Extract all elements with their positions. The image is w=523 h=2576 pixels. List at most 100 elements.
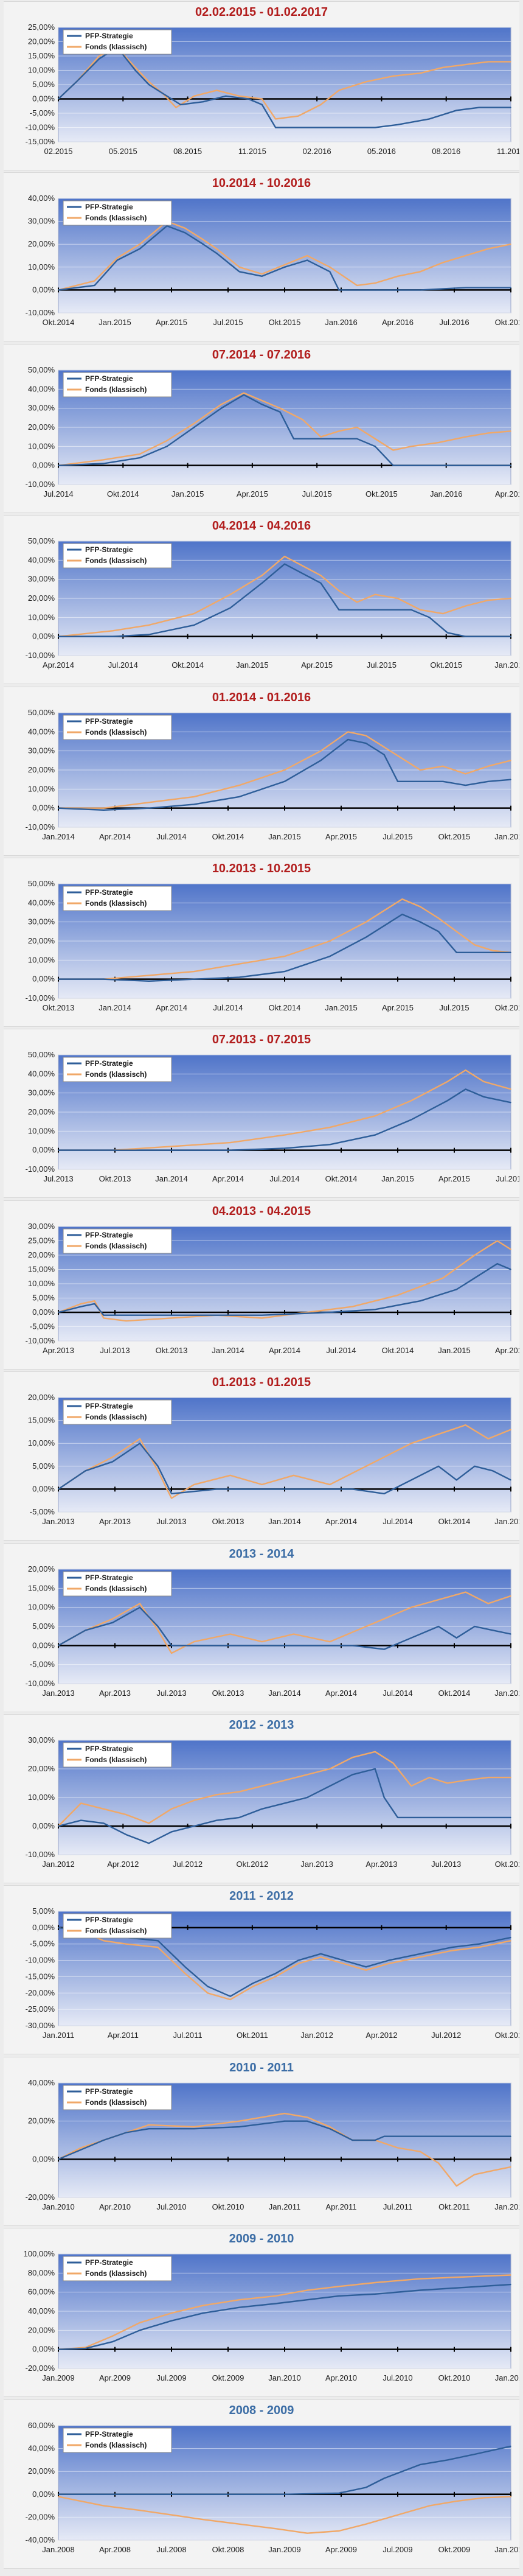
data-point-fonds [139, 1438, 140, 1440]
x-tick-label: Okt.2010 [212, 2202, 244, 2211]
data-point-pfp [284, 563, 285, 565]
x-tick-label: 02.2015 [44, 147, 73, 156]
data-point-pfp [496, 1263, 498, 1264]
x-tick-label: Apr.2010 [99, 2202, 131, 2211]
data-point-fonds [284, 769, 285, 771]
data-point-pfp [58, 1312, 59, 1313]
x-tick-label: Apr.2015 [156, 318, 187, 327]
data-point-pfp [193, 1825, 195, 1827]
data-point-pfp [58, 1488, 59, 1490]
data-point-pfp [352, 1645, 353, 1647]
chart-title: 2011 - 2012 [229, 1889, 294, 1903]
data-point-fonds [329, 1127, 331, 1128]
series-line-pfp [58, 913, 511, 982]
data-point-pfp [58, 1927, 59, 1928]
chart-svg: 50,00% 40,00% 30,00% 20,00% 10,00% 0,00% -10,0… [26, 709, 519, 841]
data-point-fonds [148, 81, 150, 83]
legend-label-fonds: Fonds (klassisch) [85, 2269, 147, 2278]
data-point-fonds [438, 2162, 439, 2164]
x-tick-label: Jan.2015 [268, 832, 301, 841]
data-point-fonds [203, 239, 204, 240]
data-point-fonds [262, 1785, 263, 1787]
y-tick-label: 10,00% [28, 1603, 55, 1612]
data-point-pfp [58, 1645, 59, 1647]
data-point-fonds [392, 449, 394, 451]
y-tick-label: -15,00% [26, 1972, 55, 1981]
chart-panel: 10.2013 - 10.2015 50,00% 40,00% 30,00% 20,00… [4, 858, 519, 1027]
data-point-fonds [465, 64, 466, 65]
data-point-fonds [262, 400, 263, 401]
data-point-pfp [455, 1289, 457, 1290]
y-tick-label: -10,00% [26, 1164, 55, 1174]
data-point-pfp [125, 1314, 127, 1316]
series-line-fonds [58, 555, 511, 637]
data-point-pfp [352, 2140, 353, 2141]
data-point-fonds [262, 98, 263, 100]
data-point-pfp [438, 931, 439, 933]
y-tick-label: -10,00% [26, 1336, 55, 1345]
x-tick-label: Jul.2011 [173, 2031, 202, 2040]
data-point-fonds [397, 2514, 398, 2516]
x-tick-label: Jul.2013 [156, 1689, 186, 1698]
data-point-pfp [455, 1479, 457, 1481]
data-point-fonds [410, 1785, 412, 1787]
data-point-pfp [112, 1149, 114, 1151]
legend-label-fonds: Fonds (klassisch) [85, 556, 147, 565]
data-point-fonds [275, 2528, 276, 2529]
data-point-pfp [329, 1144, 331, 1146]
data-point-fonds [238, 2120, 240, 2122]
data-point-pfp [216, 1488, 218, 1490]
data-point-pfp [148, 981, 150, 982]
data-point-fonds [238, 267, 240, 268]
x-tick-label: Apr.2013 [43, 1346, 74, 1355]
x-tick-label: Apr.2011 [325, 2202, 356, 2211]
data-point-fonds [307, 2532, 308, 2534]
data-point-pfp [329, 1785, 331, 1787]
data-point-pfp [238, 2126, 240, 2127]
data-point-pfp [284, 781, 285, 782]
x-tick-label: Jul.2015 [302, 489, 332, 499]
x-tick-label: 11.2015 [238, 147, 266, 156]
legend-box [63, 715, 172, 740]
data-point-fonds [329, 1484, 331, 1485]
x-tick-label: Okt.2013 [156, 1346, 188, 1355]
legend-label-fonds: Fonds (klassisch) [85, 1927, 147, 1935]
y-tick-label: 40,00% [28, 1069, 55, 1078]
data-point-fonds [410, 446, 412, 447]
data-point-pfp [438, 1466, 439, 1467]
data-point-fonds [338, 2286, 340, 2287]
data-point-pfp [375, 609, 376, 611]
legend-label-pfp: PFP-Strategie [85, 2430, 133, 2438]
x-tick-label: Jan.2015 [171, 489, 204, 499]
x-tick-label: Okt.2014 [325, 1174, 358, 1183]
data-point-pfp [171, 1645, 172, 1647]
x-tick-label: Jan.2012 [494, 2202, 519, 2211]
x-tick-label: Jan.2009 [42, 2373, 75, 2382]
data-point-fonds [238, 785, 240, 786]
data-point-fonds [229, 593, 231, 595]
x-tick-label: Apr.2012 [107, 1860, 139, 1869]
data-point-pfp [139, 248, 140, 250]
chart-title: 04.2013 - 04.2015 [212, 1205, 311, 1218]
data-point-pfp [279, 411, 281, 413]
data-point-fonds [80, 2147, 81, 2149]
legend-box [63, 29, 172, 55]
y-tick-label: 30,00% [28, 746, 55, 755]
data-point-pfp [103, 2140, 105, 2141]
data-point-fonds [238, 963, 240, 965]
data-point-fonds [356, 601, 358, 603]
legend-label-pfp: PFP-Strategie [85, 545, 133, 554]
x-tick-label: Jan.2013 [42, 1689, 75, 1698]
y-tick-label: 10,00% [28, 441, 55, 450]
data-point-pfp [510, 779, 511, 780]
y-tick-label: 0,00% [32, 461, 55, 470]
x-tick-label: Jan.2013 [42, 1517, 75, 1526]
x-tick-label: Apr.2013 [99, 1517, 131, 1526]
y-tick-label: 0,00% [32, 2154, 55, 2163]
chart-title: 2009 - 2010 [229, 2232, 294, 2245]
y-tick-label: 20,00% [28, 2466, 55, 2476]
data-point-fonds [229, 1999, 231, 2000]
data-point-fonds [442, 613, 444, 614]
data-point-pfp [420, 921, 421, 923]
data-point-fonds [320, 750, 322, 752]
